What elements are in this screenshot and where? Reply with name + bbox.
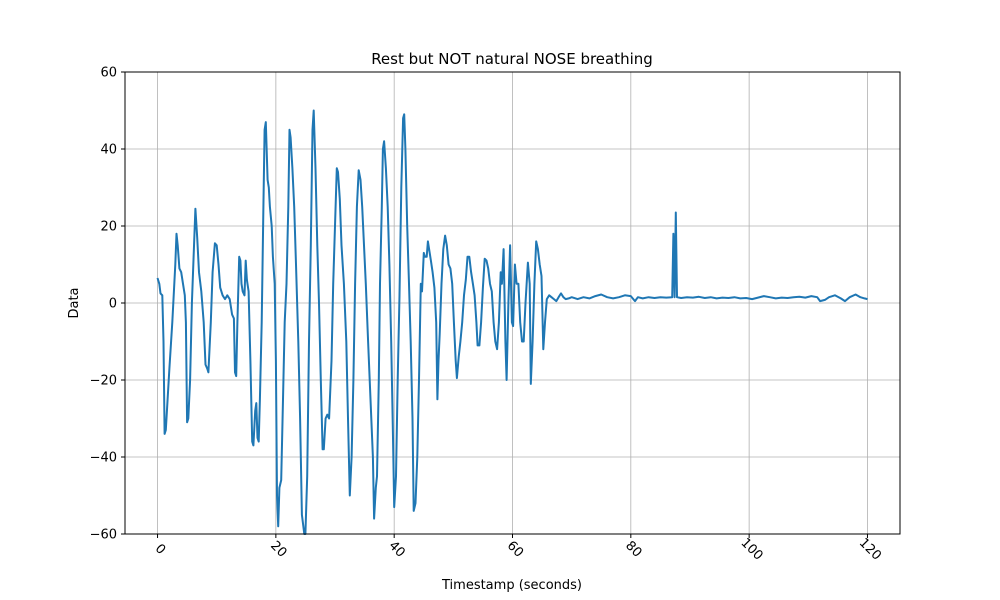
y-tick-label: 40 <box>100 143 117 158</box>
y-tick-label: 60 <box>100 66 117 81</box>
x-tick-label: 60 <box>504 538 526 560</box>
y-axis-title: Data <box>67 287 82 318</box>
x-tick-label: 120 <box>856 535 884 563</box>
y-tick-label: −60 <box>90 528 117 543</box>
x-tick-label: 0 <box>152 541 168 557</box>
y-axis: −60 −40 −20 0 20 40 60 <box>90 66 125 543</box>
x-tick-label: 100 <box>738 535 766 563</box>
y-tick-label: −20 <box>90 374 117 389</box>
x-tick-label: 20 <box>267 538 289 560</box>
series-line <box>156 109 868 535</box>
x-axis: 0 20 40 60 80 100 120 <box>152 534 884 564</box>
x-tick-label: 40 <box>386 538 408 560</box>
x-tick-label: 80 <box>622 538 644 560</box>
chart-title: Rest but NOT natural NOSE breathing <box>371 50 653 68</box>
y-tick-label: 0 <box>109 297 117 312</box>
x-axis-title: Timestamp (seconds) <box>441 578 582 593</box>
y-tick-label: −40 <box>90 451 117 466</box>
y-tick-label: 20 <box>100 220 117 235</box>
